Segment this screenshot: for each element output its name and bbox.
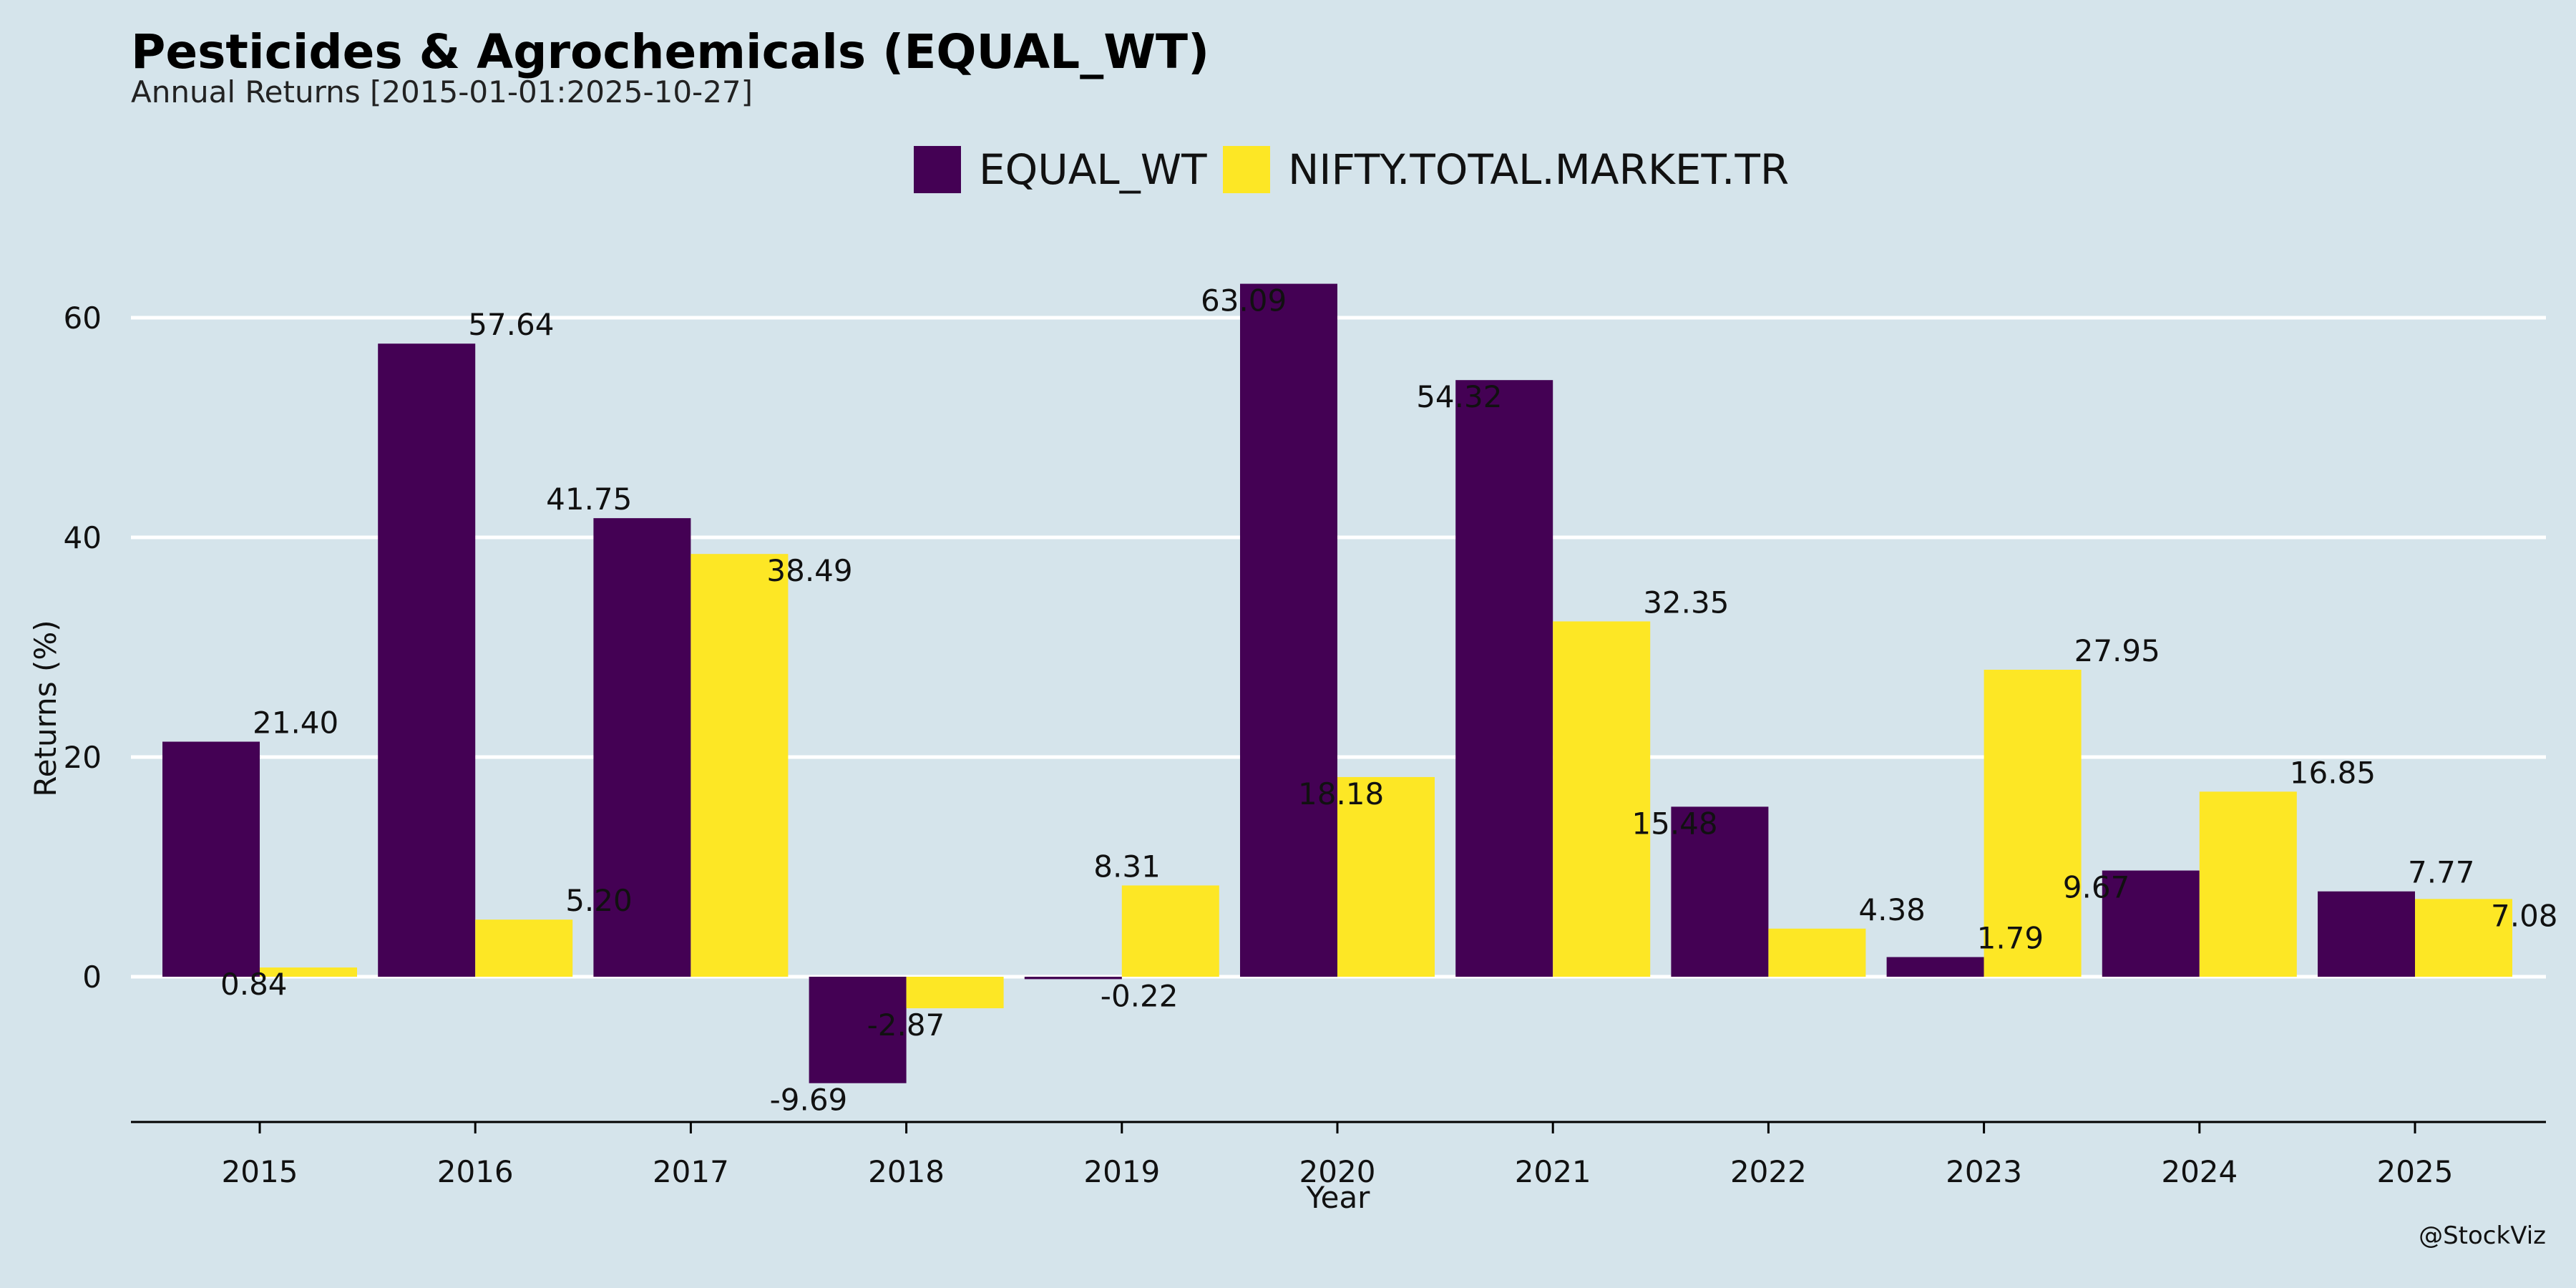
bar-nifty-2021 xyxy=(1553,621,1651,977)
data-label: 21.40 xyxy=(253,706,338,741)
bar-equal-wt-2015 xyxy=(162,741,260,977)
data-label: 8.31 xyxy=(1093,849,1161,884)
data-label: 38.49 xyxy=(766,553,852,588)
bar-nifty-2022 xyxy=(1768,928,1866,977)
x-tick-label: 2022 xyxy=(1730,1154,1807,1189)
watermark: @StockViz xyxy=(2419,1221,2546,1250)
data-label: 9.67 xyxy=(2063,870,2130,905)
data-label: 5.20 xyxy=(565,883,633,918)
data-label: -2.87 xyxy=(867,1008,945,1043)
y-tick-label: 0 xyxy=(82,960,102,995)
data-label: 32.35 xyxy=(1643,585,1729,620)
bar-nifty-2020 xyxy=(1337,776,1435,977)
x-tick-label: 2015 xyxy=(222,1154,298,1189)
data-label: 16.85 xyxy=(2290,755,2376,790)
chart-subtitle: Annual Returns [2015-01-01:2025-10-27] xyxy=(131,74,753,109)
bar-equal-wt-2025 xyxy=(2318,891,2415,977)
bar-nifty-2019 xyxy=(1121,885,1219,977)
bar-equal-wt-2022 xyxy=(1671,806,1769,977)
x-tick-label: 2025 xyxy=(2377,1154,2454,1189)
bar-nifty-2024 xyxy=(2199,791,2297,977)
legend-swatch-equal-wt xyxy=(914,146,961,193)
data-label: 4.38 xyxy=(1858,892,1926,927)
data-label: -9.69 xyxy=(770,1083,848,1118)
x-tick-label: 2021 xyxy=(1515,1154,1591,1189)
data-labels: 21.40 0.84 57.64 5.20 41.75 38.49 -9.69 -2.87 -0… xyxy=(220,283,2558,1118)
data-label: 41.75 xyxy=(546,482,632,517)
x-tick-label: 2018 xyxy=(868,1154,945,1189)
bars xyxy=(162,283,2512,1083)
bar-equal-wt-2024 xyxy=(2102,870,2200,977)
data-label: 7.08 xyxy=(2491,898,2558,933)
bar-equal-wt-2019 xyxy=(1024,977,1122,980)
bar-equal-wt-2023 xyxy=(1886,957,1984,977)
data-label: 18.18 xyxy=(1298,776,1384,811)
data-label: 63.09 xyxy=(1201,283,1287,318)
x-tick-label: 2017 xyxy=(653,1154,729,1189)
data-label: 57.64 xyxy=(468,307,554,342)
x-tick-label: 2020 xyxy=(1299,1154,1376,1189)
bar-nifty-2017 xyxy=(691,554,789,977)
data-label: 54.32 xyxy=(1416,379,1502,414)
legend: EQUAL_WT NIFTY.TOTAL.MARKET.TR xyxy=(914,145,1789,194)
axes: 0 20 40 60 2015 2016 2017 2018 2019 2020 2021 2022 2… xyxy=(64,301,2546,1189)
bar-equal-wt-2021 xyxy=(1455,380,1553,977)
bar-nifty-2015 xyxy=(260,967,357,977)
x-tick-label: 2024 xyxy=(2161,1154,2238,1189)
y-tick-label: 20 xyxy=(64,740,102,775)
y-tick-label: 40 xyxy=(64,520,102,555)
x-axis-title: Year xyxy=(1306,1180,1371,1215)
x-tick-label: 2019 xyxy=(1083,1154,1160,1189)
data-label: 1.79 xyxy=(1977,921,2044,956)
legend-label: EQUAL_WT xyxy=(979,145,1207,194)
bar-equal-wt-2020 xyxy=(1240,283,1337,977)
chart-title: Pesticides & Agrochemicals (EQUAL_WT) xyxy=(131,24,1210,79)
bar-nifty-2018 xyxy=(906,977,1004,1009)
data-label: 7.77 xyxy=(2408,855,2475,890)
data-label: 27.95 xyxy=(2074,633,2160,668)
x-tick-label: 2016 xyxy=(437,1154,514,1189)
bar-nifty-2025 xyxy=(2415,899,2512,977)
bar-nifty-2023 xyxy=(1984,669,2082,977)
data-label: 0.84 xyxy=(220,967,288,1002)
data-label: 15.48 xyxy=(1631,806,1717,841)
data-label: -0.22 xyxy=(1101,978,1179,1013)
bar-nifty-2016 xyxy=(475,919,573,977)
bar-equal-wt-2018 xyxy=(809,977,907,1083)
legend-swatch-nifty xyxy=(1223,146,1270,193)
x-tick-label: 2023 xyxy=(1946,1154,2022,1189)
legend-label: NIFTY.TOTAL.MARKET.TR xyxy=(1288,145,1789,194)
bar-equal-wt-2017 xyxy=(593,518,691,977)
y-axis-title: Returns (%) xyxy=(28,620,63,796)
bar-equal-wt-2016 xyxy=(378,343,476,977)
y-tick-label: 60 xyxy=(64,301,102,336)
